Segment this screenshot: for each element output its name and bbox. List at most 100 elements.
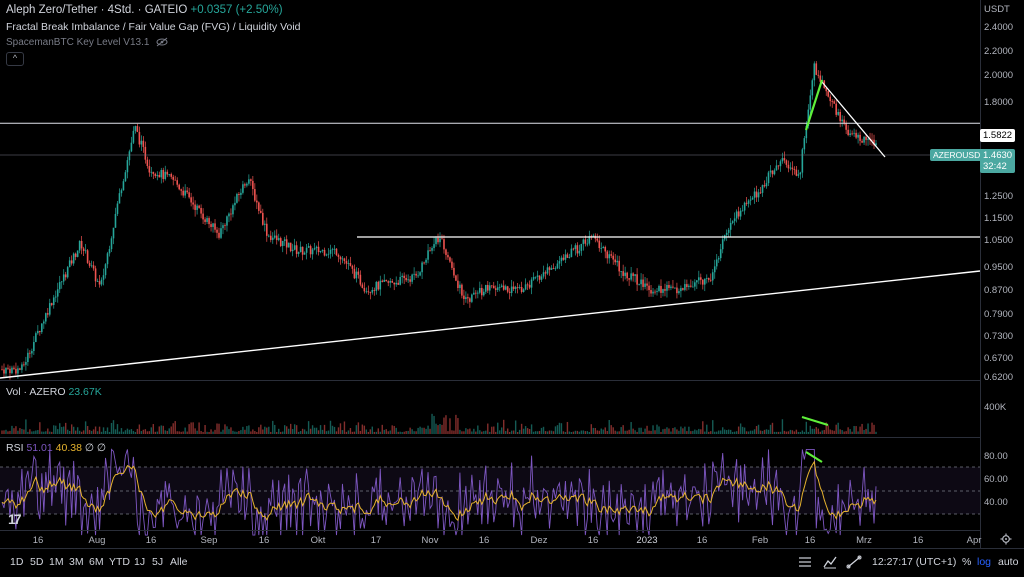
symbol-legend[interactable]: Aleph Zero/Tether · 4Std. · GATEIO +0.03…: [6, 4, 283, 16]
volume-bar: [196, 430, 198, 434]
volume-bar: [650, 430, 652, 434]
candle-body: [112, 227, 115, 239]
volume-bar: [554, 426, 557, 434]
log-scale-toggle[interactable]: log: [977, 556, 992, 568]
drawing-icon[interactable]: [846, 555, 862, 569]
volume-bar: [536, 431, 539, 434]
volume-bar: [453, 430, 455, 434]
candle-body: [700, 277, 702, 280]
candle-body: [144, 146, 147, 160]
candle-body: [534, 276, 537, 278]
indicator-icon[interactable]: [822, 555, 838, 569]
candle-body: [536, 275, 539, 277]
candle-body: [632, 273, 634, 276]
candle-body: [41, 323, 43, 333]
volume-bar: [280, 431, 282, 434]
candle-body: [564, 254, 567, 260]
candle-body: [100, 279, 103, 285]
time-label: Aug: [88, 535, 106, 546]
candle-body: [672, 286, 674, 288]
volume-bar: [192, 422, 194, 434]
candle-body: [582, 239, 585, 244]
candle-body: [725, 232, 728, 235]
volume-bar: [43, 431, 45, 434]
symbol-title[interactable]: Aleph Zero/Tether · 4Std. · GATEIO: [6, 4, 188, 16]
percent-scale-toggle[interactable]: %: [962, 556, 972, 568]
volume-bar: [735, 431, 738, 434]
candle-body: [224, 225, 226, 227]
volume-bar: [150, 427, 153, 434]
candle-body: [64, 274, 67, 278]
volume-bar: [501, 427, 503, 434]
clock-timezone[interactable]: 12:27:17 (UTC+1): [872, 556, 957, 568]
candle-body: [343, 258, 346, 262]
volume-bar: [68, 430, 71, 434]
timeframe-1m[interactable]: 1M: [49, 556, 64, 568]
candle-body: [13, 367, 15, 369]
timeframe-1d[interactable]: 1D: [10, 556, 24, 568]
volume-bar: [510, 430, 513, 434]
candle-body: [192, 202, 194, 205]
candle-body: [676, 287, 678, 294]
candle-body: [753, 191, 756, 198]
volume-bar: [41, 431, 43, 434]
currency-label[interactable]: USDT: [984, 4, 1010, 15]
settings-icon[interactable]: [1000, 533, 1012, 545]
price-tick: 1.2500: [984, 191, 1014, 202]
volume-bar: [716, 431, 718, 434]
timeframe-3m[interactable]: 3M: [69, 556, 84, 568]
volume-bar: [853, 425, 855, 434]
candle-body: [490, 285, 493, 287]
volume-bar: [59, 423, 61, 434]
volume-bar: [106, 427, 109, 434]
candle-body: [767, 172, 770, 184]
volume-bar: [741, 426, 744, 434]
volume-bar: [309, 428, 312, 434]
timeframe-5j[interactable]: 5J: [152, 556, 164, 568]
timeframe-6m[interactable]: 6M: [89, 556, 104, 568]
time-axis[interactable]: [0, 530, 980, 549]
hidden-eye-icon[interactable]: [156, 37, 168, 47]
rsi-legend[interactable]: RSI 51.01 40.38 ∅ ∅: [6, 442, 106, 454]
candle-body: [717, 258, 720, 260]
collapse-legend-button[interactable]: ^: [6, 52, 24, 66]
volume-bar: [564, 431, 567, 434]
indicator-keylevel-legend[interactable]: SpacemanBTC Key Level V13.1: [6, 37, 168, 48]
symbol-price-tag: AZEROUSDT: [930, 149, 989, 161]
volume-bar: [787, 431, 790, 434]
pane-separator-volume[interactable]: [0, 380, 980, 381]
price-scale[interactable]: [980, 0, 1024, 548]
candle-body: [498, 286, 501, 288]
volume-bar: [560, 423, 563, 434]
candle-body: [556, 263, 559, 269]
volume-legend[interactable]: Vol · AZERO 23.67K: [6, 386, 102, 398]
volume-bar: [459, 429, 461, 434]
volume-bar: [234, 431, 236, 434]
candle-body: [9, 368, 11, 374]
volume-bar: [837, 422, 839, 434]
volume-bar: [682, 428, 684, 434]
candle-body: [210, 224, 212, 227]
volume-bar: [833, 430, 835, 434]
timeframe-5d[interactable]: 5D: [30, 556, 44, 568]
candle-body: [847, 129, 849, 135]
timeframe-alle[interactable]: Alle: [170, 556, 188, 568]
tradingview-logo[interactable]: 17: [8, 511, 22, 527]
auto-scale-toggle[interactable]: auto: [998, 556, 1019, 568]
candle-body: [403, 275, 405, 278]
volume-bar: [331, 425, 334, 434]
price-tick: 1.1500: [984, 213, 1014, 224]
timeframe-1j[interactable]: 1J: [134, 556, 146, 568]
candle-body: [413, 273, 415, 275]
volume-bar: [166, 430, 168, 434]
candle-body: [371, 289, 374, 293]
compare-icon[interactable]: [797, 555, 813, 569]
timeframe-ytd[interactable]: YTD: [109, 556, 130, 568]
candle-body: [198, 205, 200, 208]
candle-body: [465, 297, 467, 300]
pane-separator-rsi[interactable]: [0, 437, 980, 438]
indicator-fvg-legend[interactable]: Fractal Break Imbalance / Fair Value Gap…: [6, 21, 301, 33]
time-label: 17: [370, 535, 382, 546]
volume-bar: [11, 425, 13, 434]
